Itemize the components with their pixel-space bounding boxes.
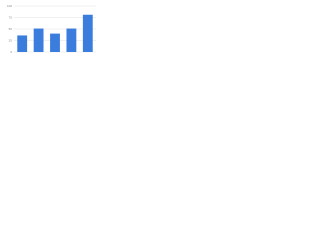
y-tick-label: 75 — [9, 15, 13, 19]
bar — [50, 33, 60, 52]
bar — [33, 28, 44, 52]
bar — [66, 28, 77, 52]
y-tick-label: 0 — [10, 50, 12, 54]
y-tick-label: 100 — [7, 4, 12, 8]
y-tick-label: 25 — [9, 38, 13, 42]
bar — [17, 35, 28, 52]
y-tick-label: 50 — [9, 27, 13, 31]
chart: 0 25 50 75 100 — [7, 4, 96, 54]
bar — [82, 14, 93, 53]
